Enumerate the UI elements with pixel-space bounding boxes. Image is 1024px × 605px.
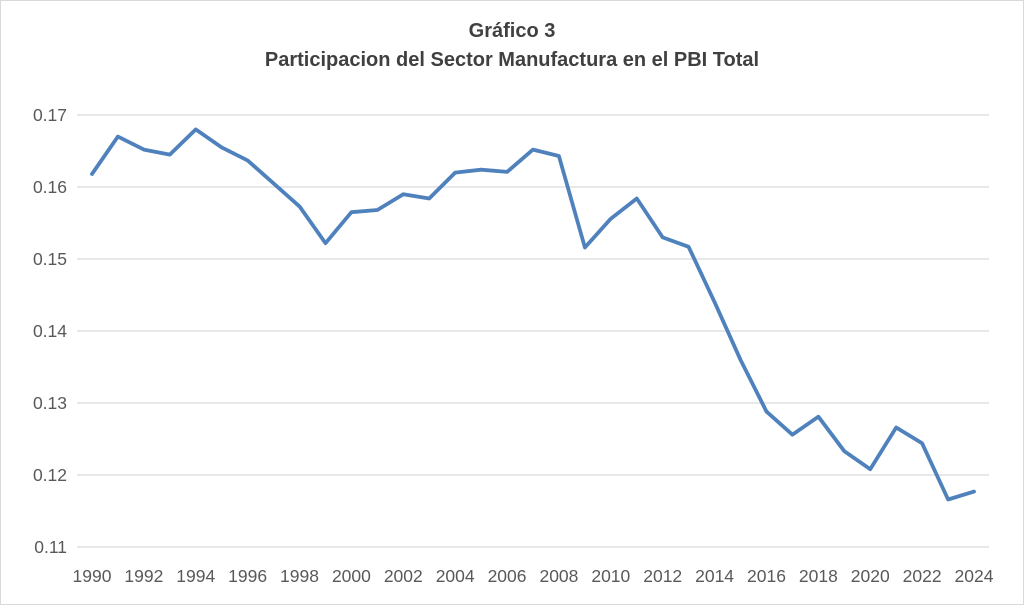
x-tick-label: 2006 <box>488 566 527 586</box>
y-tick-label: 0.15 <box>33 249 67 269</box>
chart-title: Gráfico 3 Participacion del Sector Manuf… <box>1 17 1023 75</box>
x-tick-label: 1996 <box>228 566 267 586</box>
x-tick-label: 2002 <box>384 566 423 586</box>
x-tick-label: 2000 <box>332 566 371 586</box>
x-tick-label: 2022 <box>903 566 942 586</box>
chart-title-line2: Participacion del Sector Manufactura en … <box>264 49 760 71</box>
x-tick-label: 2016 <box>747 566 786 586</box>
chart-title-line1: Gráfico 3 <box>468 20 556 42</box>
x-tick-label: 2010 <box>591 566 630 586</box>
x-tick-label: 1994 <box>176 566 215 586</box>
x-tick-label: 2014 <box>695 566 734 586</box>
x-tick-label: 1992 <box>124 566 163 586</box>
x-tick-label: 2020 <box>851 566 890 586</box>
x-tick-label: 2008 <box>539 566 578 586</box>
y-tick-label: 0.11 <box>34 537 67 557</box>
x-tick-label: 2018 <box>799 566 838 586</box>
x-tick-label: 2024 <box>955 566 994 586</box>
x-tick-label: 2004 <box>436 566 475 586</box>
data-series-line <box>90 127 976 502</box>
x-tick-label: 1998 <box>280 566 319 586</box>
x-tick-label: 1990 <box>73 566 112 586</box>
y-tick-label: 0.17 <box>33 105 67 125</box>
y-tick-label: 0.14 <box>33 321 67 341</box>
y-tick-label: 0.16 <box>33 177 67 197</box>
x-tick-label: 2012 <box>643 566 682 586</box>
y-tick-label: 0.13 <box>33 393 67 413</box>
y-tick-label: 0.12 <box>33 465 67 485</box>
